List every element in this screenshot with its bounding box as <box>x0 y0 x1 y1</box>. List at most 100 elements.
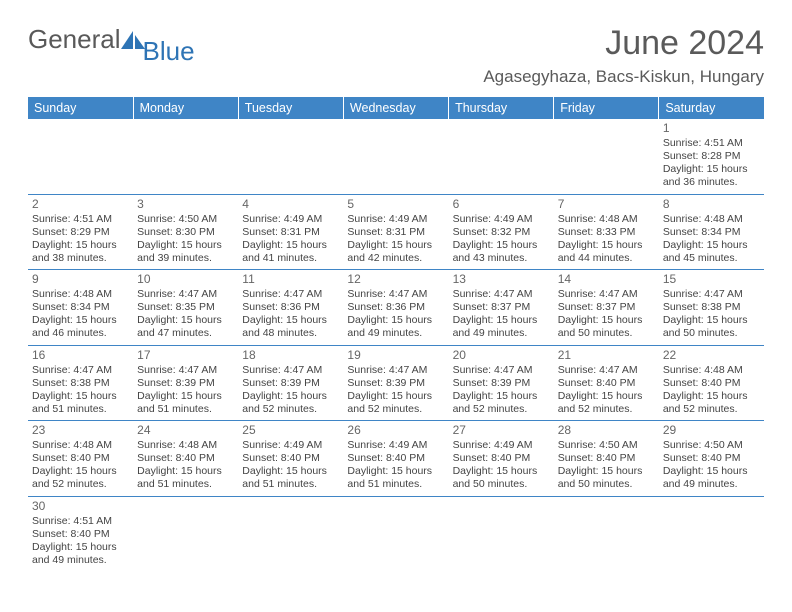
day-header: Wednesday <box>343 97 448 119</box>
calendar-day-cell: 16Sunrise: 4:47 AMSunset: 8:38 PMDayligh… <box>28 345 133 421</box>
calendar-empty-cell <box>554 496 659 571</box>
sunset-line: Sunset: 8:38 PM <box>663 301 760 314</box>
day-header: Friday <box>554 97 659 119</box>
calendar-empty-cell <box>343 119 448 194</box>
calendar-day-cell: 15Sunrise: 4:47 AMSunset: 8:38 PMDayligh… <box>659 270 764 346</box>
sunrise-line: Sunrise: 4:51 AM <box>663 137 760 150</box>
sunset-line: Sunset: 8:37 PM <box>558 301 655 314</box>
calendar-empty-cell <box>449 119 554 194</box>
day-number: 11 <box>242 272 339 287</box>
day-number: 10 <box>137 272 234 287</box>
calendar-day-cell: 28Sunrise: 4:50 AMSunset: 8:40 PMDayligh… <box>554 421 659 497</box>
daylight-line: Daylight: 15 hours and 49 minutes. <box>453 314 550 340</box>
day-number: 13 <box>453 272 550 287</box>
day-number: 27 <box>453 423 550 438</box>
brand-text-1: General <box>28 24 121 55</box>
daylight-line: Daylight: 15 hours and 46 minutes. <box>32 314 129 340</box>
day-number: 25 <box>242 423 339 438</box>
sunrise-line: Sunrise: 4:47 AM <box>32 364 129 377</box>
sunset-line: Sunset: 8:40 PM <box>558 377 655 390</box>
day-number: 21 <box>558 348 655 363</box>
sunset-line: Sunset: 8:40 PM <box>663 377 760 390</box>
calendar-empty-cell <box>554 119 659 194</box>
day-number: 14 <box>558 272 655 287</box>
sunset-line: Sunset: 8:40 PM <box>347 452 444 465</box>
sunrise-line: Sunrise: 4:48 AM <box>663 213 760 226</box>
calendar-day-cell: 8Sunrise: 4:48 AMSunset: 8:34 PMDaylight… <box>659 194 764 270</box>
calendar-day-cell: 27Sunrise: 4:49 AMSunset: 8:40 PMDayligh… <box>449 421 554 497</box>
sunset-line: Sunset: 8:35 PM <box>137 301 234 314</box>
daylight-line: Daylight: 15 hours and 52 minutes. <box>663 390 760 416</box>
brand-text-2: Blue <box>143 36 195 67</box>
title-block: June 2024 Agasegyhaza, Bacs-Kiskun, Hung… <box>483 24 764 87</box>
sunrise-line: Sunrise: 4:49 AM <box>242 213 339 226</box>
calendar-day-cell: 30Sunrise: 4:51 AMSunset: 8:40 PMDayligh… <box>28 496 133 571</box>
sunset-line: Sunset: 8:38 PM <box>32 377 129 390</box>
sunrise-line: Sunrise: 4:51 AM <box>32 213 129 226</box>
daylight-line: Daylight: 15 hours and 52 minutes. <box>453 390 550 416</box>
day-header: Monday <box>133 97 238 119</box>
sunset-line: Sunset: 8:32 PM <box>453 226 550 239</box>
sunset-line: Sunset: 8:40 PM <box>663 452 760 465</box>
calendar-empty-cell <box>449 496 554 571</box>
sunset-line: Sunset: 8:39 PM <box>137 377 234 390</box>
calendar-day-cell: 11Sunrise: 4:47 AMSunset: 8:36 PMDayligh… <box>238 270 343 346</box>
calendar-body: 1Sunrise: 4:51 AMSunset: 8:28 PMDaylight… <box>28 119 764 571</box>
calendar-day-cell: 12Sunrise: 4:47 AMSunset: 8:36 PMDayligh… <box>343 270 448 346</box>
day-number: 3 <box>137 197 234 212</box>
sunset-line: Sunset: 8:33 PM <box>558 226 655 239</box>
sunrise-line: Sunrise: 4:47 AM <box>347 288 444 301</box>
sunset-line: Sunset: 8:31 PM <box>347 226 444 239</box>
sunrise-line: Sunrise: 4:47 AM <box>242 288 339 301</box>
sunset-line: Sunset: 8:39 PM <box>242 377 339 390</box>
calendar-day-cell: 9Sunrise: 4:48 AMSunset: 8:34 PMDaylight… <box>28 270 133 346</box>
daylight-line: Daylight: 15 hours and 44 minutes. <box>558 239 655 265</box>
sunrise-line: Sunrise: 4:47 AM <box>347 364 444 377</box>
daylight-line: Daylight: 15 hours and 50 minutes. <box>663 314 760 340</box>
sunrise-line: Sunrise: 4:47 AM <box>137 288 234 301</box>
calendar-day-cell: 25Sunrise: 4:49 AMSunset: 8:40 PMDayligh… <box>238 421 343 497</box>
day-header: Saturday <box>659 97 764 119</box>
daylight-line: Daylight: 15 hours and 52 minutes. <box>347 390 444 416</box>
daylight-line: Daylight: 15 hours and 49 minutes. <box>347 314 444 340</box>
daylight-line: Daylight: 15 hours and 45 minutes. <box>663 239 760 265</box>
sunrise-line: Sunrise: 4:47 AM <box>558 288 655 301</box>
daylight-line: Daylight: 15 hours and 42 minutes. <box>347 239 444 265</box>
day-number: 22 <box>663 348 760 363</box>
calendar-day-cell: 7Sunrise: 4:48 AMSunset: 8:33 PMDaylight… <box>554 194 659 270</box>
day-number: 9 <box>32 272 129 287</box>
calendar-empty-cell <box>238 496 343 571</box>
sunrise-line: Sunrise: 4:47 AM <box>558 364 655 377</box>
calendar-day-cell: 3Sunrise: 4:50 AMSunset: 8:30 PMDaylight… <box>133 194 238 270</box>
sunset-line: Sunset: 8:34 PM <box>663 226 760 239</box>
sunset-line: Sunset: 8:30 PM <box>137 226 234 239</box>
calendar-day-cell: 20Sunrise: 4:47 AMSunset: 8:39 PMDayligh… <box>449 345 554 421</box>
calendar-day-cell: 14Sunrise: 4:47 AMSunset: 8:37 PMDayligh… <box>554 270 659 346</box>
sunrise-line: Sunrise: 4:49 AM <box>242 439 339 452</box>
calendar-header-row: SundayMondayTuesdayWednesdayThursdayFrid… <box>28 97 764 119</box>
sunset-line: Sunset: 8:39 PM <box>453 377 550 390</box>
calendar-day-cell: 6Sunrise: 4:49 AMSunset: 8:32 PMDaylight… <box>449 194 554 270</box>
calendar-week: 2Sunrise: 4:51 AMSunset: 8:29 PMDaylight… <box>28 194 764 270</box>
calendar-empty-cell <box>133 119 238 194</box>
daylight-line: Daylight: 15 hours and 52 minutes. <box>242 390 339 416</box>
day-number: 6 <box>453 197 550 212</box>
calendar-day-cell: 10Sunrise: 4:47 AMSunset: 8:35 PMDayligh… <box>133 270 238 346</box>
daylight-line: Daylight: 15 hours and 39 minutes. <box>137 239 234 265</box>
calendar-empty-cell <box>28 119 133 194</box>
calendar-day-cell: 5Sunrise: 4:49 AMSunset: 8:31 PMDaylight… <box>343 194 448 270</box>
sunset-line: Sunset: 8:40 PM <box>32 452 129 465</box>
sunset-line: Sunset: 8:28 PM <box>663 150 760 163</box>
daylight-line: Daylight: 15 hours and 51 minutes. <box>347 465 444 491</box>
daylight-line: Daylight: 15 hours and 50 minutes. <box>453 465 550 491</box>
day-number: 2 <box>32 197 129 212</box>
header: General Blue June 2024 Agasegyhaza, Bacs… <box>28 24 764 87</box>
day-number: 26 <box>347 423 444 438</box>
sunrise-line: Sunrise: 4:49 AM <box>453 213 550 226</box>
daylight-line: Daylight: 15 hours and 38 minutes. <box>32 239 129 265</box>
daylight-line: Daylight: 15 hours and 48 minutes. <box>242 314 339 340</box>
day-number: 4 <box>242 197 339 212</box>
day-number: 29 <box>663 423 760 438</box>
day-number: 20 <box>453 348 550 363</box>
day-number: 15 <box>663 272 760 287</box>
